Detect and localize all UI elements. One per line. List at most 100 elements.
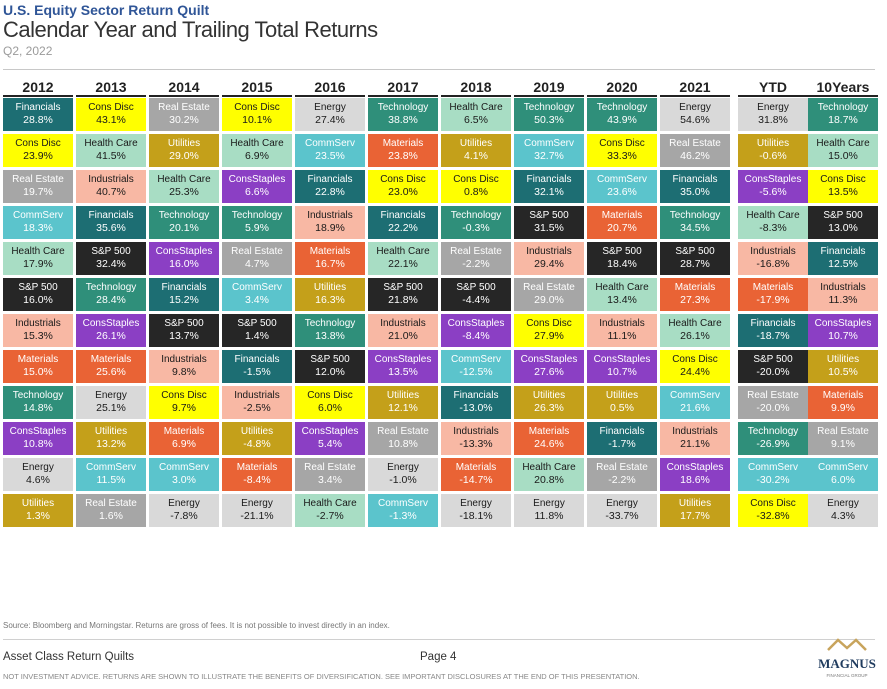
quilt-cell: Industrials 15.3% [3, 314, 73, 347]
sector-return: 25.1% [96, 402, 126, 414]
sector-return: 40.7% [96, 186, 126, 198]
sector-name: Utilities [678, 498, 712, 509]
sector-name: Cons Disc [820, 174, 866, 185]
quilt-cell: Health Care 22.1% [368, 242, 438, 275]
report-period: Q2, 2022 [3, 44, 53, 58]
sector-return: -1.0% [389, 474, 417, 486]
sector-return: 9.1% [831, 438, 855, 450]
quilt-cell: Real Estate -2.2% [587, 458, 657, 491]
sector-name: Utilities [167, 138, 201, 149]
sector-return: 16.7% [315, 258, 345, 270]
sector-return: 17.9% [23, 258, 53, 270]
quilt-cell: CommServ -1.3% [368, 494, 438, 527]
quilt-cell: S&P 500 16.0% [3, 278, 73, 311]
column-header-2017: 2017 [387, 79, 419, 95]
sector-return: 25.6% [96, 366, 126, 378]
sector-name: S&P 500 [823, 210, 863, 221]
sector-name: CommServ [12, 210, 63, 221]
sector-name: Real Estate [304, 462, 356, 473]
quilt-cell: Cons Disc -32.8% [738, 494, 808, 527]
sector-return: 6.5% [464, 114, 488, 126]
quilt-cell: Materials 16.7% [295, 242, 365, 275]
sector-return: 10.8% [23, 438, 53, 450]
quilt-cell: Financials 22.8% [295, 170, 365, 203]
quilt-cell: CommServ 3.4% [222, 278, 292, 311]
sector-name: Energy [95, 390, 127, 401]
sector-name: Materials [822, 390, 864, 401]
column-header-underline [587, 95, 657, 97]
sector-name: Utilities [240, 426, 274, 437]
column-header-underline [441, 95, 511, 97]
sector-return: 12.0% [315, 366, 345, 378]
column-header-2015: 2015 [241, 79, 273, 95]
sector-return: 23.0% [388, 186, 418, 198]
quilt-cell: Energy 11.8% [514, 494, 584, 527]
quilt-cell: Utilities -4.8% [222, 422, 292, 455]
sector-return: -32.8% [756, 510, 790, 522]
sector-return: 5.4% [318, 438, 342, 450]
sector-return: 4.3% [831, 510, 855, 522]
sector-name: Industrials [526, 246, 572, 257]
sector-return: 38.8% [388, 114, 418, 126]
sector-return: -2.5% [243, 402, 271, 414]
quilt-cell: S&P 500 18.4% [587, 242, 657, 275]
quilt-cell: Energy 54.6% [660, 98, 730, 131]
sector-name: Technology [669, 210, 721, 221]
sector-name: S&P 500 [456, 282, 496, 293]
sector-name: Real Estate [450, 246, 502, 257]
sector-return: -21.1% [240, 510, 274, 522]
sector-name: Health Care [376, 246, 430, 257]
sector-return: 19.7% [23, 186, 53, 198]
sector-return: 16.3% [315, 294, 345, 306]
sector-return: 4.7% [245, 258, 269, 270]
sector-return: -2.2% [462, 258, 490, 270]
sector-return: 27.3% [680, 294, 710, 306]
sector-return: 15.0% [828, 150, 858, 162]
sector-name: Energy [241, 498, 273, 509]
quilt-cell: S&P 500 1.4% [222, 314, 292, 347]
sector-name: Technology [450, 210, 502, 221]
sector-name: Financials [750, 318, 796, 329]
quilt-cell: Technology -0.3% [441, 206, 511, 239]
footer-divider [3, 639, 875, 640]
sector-name: S&P 500 [91, 246, 131, 257]
quilt-cell: Materials 24.6% [514, 422, 584, 455]
quilt-cell: Cons Disc 9.7% [149, 386, 219, 419]
quilt-cell: ConsStaples 16.0% [149, 242, 219, 275]
quilt-cell: Energy 4.3% [808, 494, 878, 527]
sector-name: Health Care [157, 174, 211, 185]
quilt-cell: Technology -26.9% [738, 422, 808, 455]
column-header-2020: 2020 [606, 79, 638, 95]
sector-name: Energy [533, 498, 565, 509]
sector-name: ConsStaples [814, 318, 872, 329]
column-header-underline [738, 95, 808, 97]
sector-name: Utilities [94, 426, 128, 437]
sector-return: 18.6% [680, 474, 710, 486]
sector-name: Industrials [599, 318, 645, 329]
sector-return: 6.9% [245, 150, 269, 162]
quilt-cell: CommServ -12.5% [441, 350, 511, 383]
sector-return: 13.0% [828, 222, 858, 234]
sector-name: ConsStaples [744, 174, 802, 185]
sector-return: 29.0% [169, 150, 199, 162]
quilt-cell: Industrials 40.7% [76, 170, 146, 203]
quilt-cell: Financials 32.1% [514, 170, 584, 203]
sector-name: Energy [168, 498, 200, 509]
sector-name: Cons Disc [599, 138, 645, 149]
sector-return: 31.5% [534, 222, 564, 234]
quilt-cell: S&P 500 31.5% [514, 206, 584, 239]
sector-name: Cons Disc [380, 174, 426, 185]
sector-return: 1.6% [99, 510, 123, 522]
sector-return: -20.0% [756, 366, 790, 378]
sector-name: Real Estate [523, 282, 575, 293]
quilt-cell: Health Care 13.4% [587, 278, 657, 311]
sector-name: Health Care [84, 138, 138, 149]
quilt-cell: Industrials 18.9% [295, 206, 365, 239]
quilt-cell: Real Estate 19.7% [3, 170, 73, 203]
quilt-cell: ConsStaples 5.4% [295, 422, 365, 455]
sector-return: 18.4% [607, 258, 637, 270]
quilt-cell: Utilities 0.5% [587, 386, 657, 419]
column-header-underline [3, 95, 73, 97]
sector-return: 43.1% [96, 114, 126, 126]
sector-return: -14.7% [459, 474, 493, 486]
